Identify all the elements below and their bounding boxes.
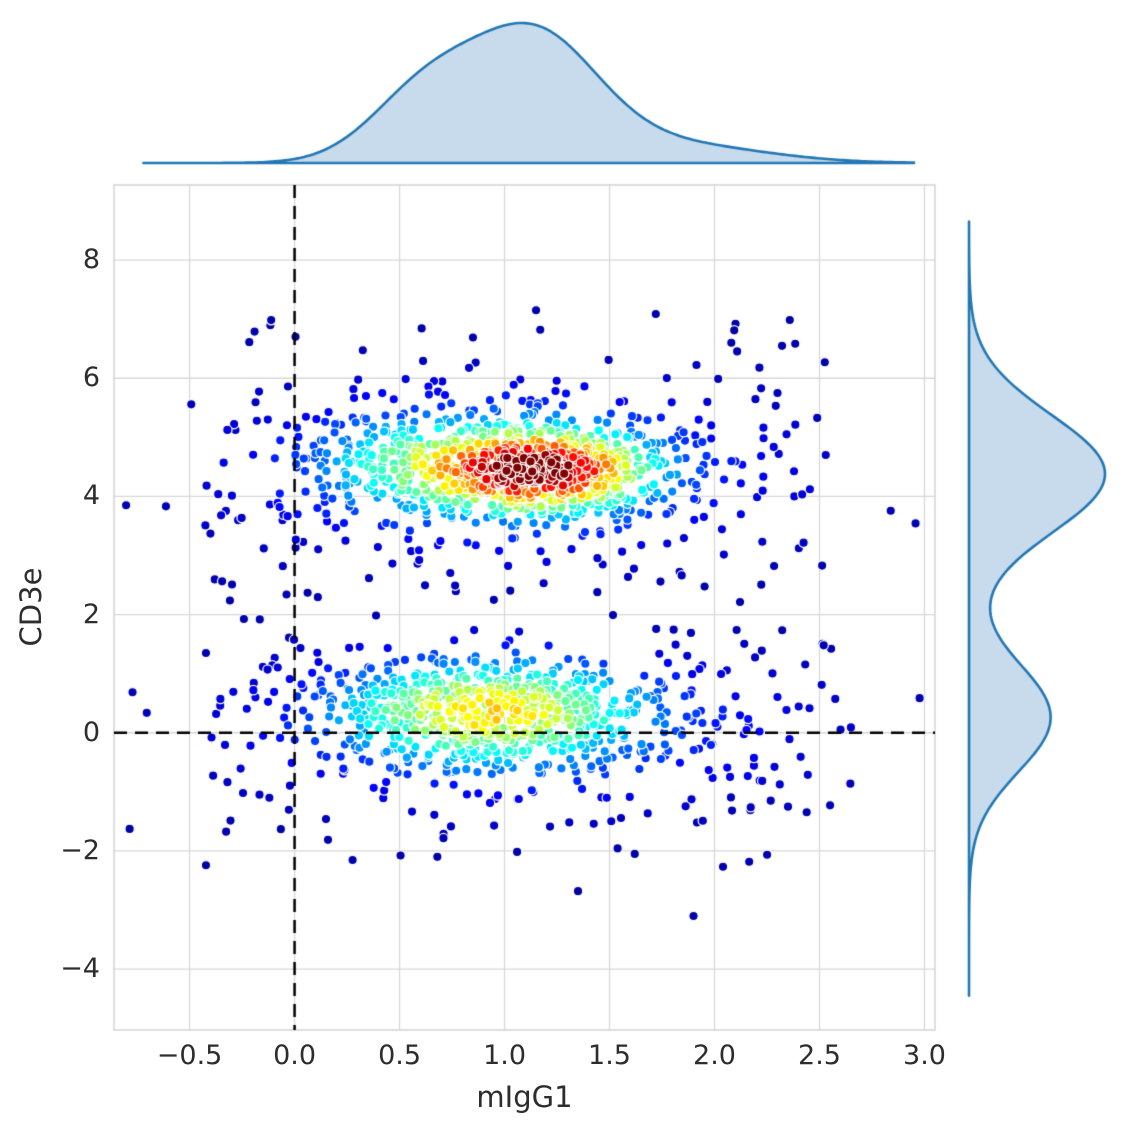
y-tick-label: −2 (60, 834, 100, 866)
x-tick-label: 0.0 (273, 1040, 317, 1071)
x-tick-label: 2.5 (798, 1040, 841, 1071)
y-tick-label: 0 (82, 716, 100, 748)
x-tick-label: 3.0 (903, 1040, 946, 1071)
y-tick-label: −4 (60, 953, 100, 985)
x-axis-label: mIgG1 (476, 1080, 573, 1114)
y-tick-label: 8 (82, 244, 100, 276)
x-tick-label: 0.5 (378, 1040, 422, 1071)
x-tick-label: −0.5 (156, 1040, 223, 1071)
y-tick-label: 6 (82, 362, 100, 394)
x-tick-label: 1.0 (483, 1040, 527, 1071)
y-axis-label: CD3e (14, 567, 48, 647)
y-tick-label: 2 (82, 598, 100, 630)
x-tick-label: 2.0 (693, 1040, 736, 1071)
y-tick-label: 4 (82, 480, 100, 512)
x-tick-label: 1.5 (588, 1040, 631, 1071)
